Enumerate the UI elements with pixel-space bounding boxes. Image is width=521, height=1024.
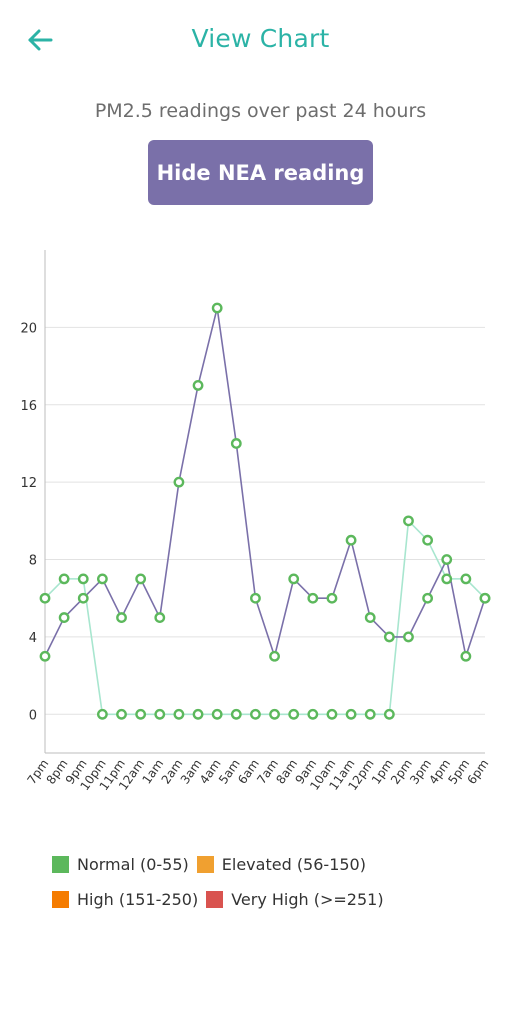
data-point	[192, 708, 204, 720]
data-point	[77, 592, 89, 604]
legend-label-high: High (151-250)	[77, 889, 199, 909]
data-point	[441, 554, 453, 565]
x-tick-label: 6pm	[465, 757, 492, 787]
data-point	[403, 515, 414, 527]
y-tick-label: 12	[20, 476, 37, 491]
data-point	[307, 708, 319, 720]
data-point	[364, 612, 376, 623]
data-point	[269, 708, 280, 720]
data-point	[58, 573, 70, 585]
marker-layer	[39, 302, 491, 720]
data-point	[403, 631, 414, 643]
grid-layer	[45, 326, 485, 715]
data-point	[116, 708, 127, 720]
data-point	[211, 302, 223, 314]
legend-label-elevated: Elevated (56-150)	[221, 854, 366, 874]
y-tick-label: 4	[29, 631, 37, 646]
legend-swatch-high	[52, 890, 69, 908]
data-point	[288, 708, 300, 720]
data-point	[250, 592, 261, 604]
hide-nea-reading-button[interactable]: Hide NEA reading	[148, 140, 373, 205]
data-point	[422, 534, 434, 546]
legend-item-high: High (151-250)	[52, 890, 198, 909]
y-tick-label: 16	[20, 399, 37, 414]
legend-row: High (151-250) Very High (>=251)	[52, 887, 512, 911]
data-point	[135, 573, 147, 585]
legend-label-very-high: Very High (>=251)	[231, 889, 384, 909]
arrow-left-icon	[28, 29, 53, 51]
data-point	[116, 612, 127, 623]
data-point	[460, 573, 472, 585]
data-point	[288, 573, 300, 585]
y-tick-label: 0	[29, 708, 37, 723]
data-point	[383, 631, 395, 643]
legend-swatch-normal	[52, 855, 69, 873]
data-point	[441, 573, 453, 585]
data-point	[345, 708, 357, 720]
legend-item-elevated: Elevated (56-150)	[196, 854, 366, 874]
data-point	[77, 573, 89, 585]
data-point	[211, 708, 223, 720]
data-point	[250, 708, 261, 720]
data-point	[230, 438, 242, 449]
series-line	[44, 520, 486, 716]
x-tick-labels: 7pm8pm9pm10pm11pm12am1am2am3am4am5am6am7…	[25, 757, 492, 793]
series-layer	[44, 307, 486, 716]
pm25-line-chart: 0 4 8 12 16 20 7pm8pm9pm10pm11pm12am1am2am3am…	[20, 250, 492, 793]
data-point	[39, 650, 51, 662]
y-tick-label: 20	[20, 321, 37, 336]
data-point	[269, 650, 280, 662]
data-point	[58, 612, 70, 623]
legend: Normal (0-55) Elevated (56-150) High (15…	[52, 852, 512, 922]
data-point	[345, 534, 357, 546]
data-point	[383, 708, 395, 720]
legend-label-normal: Normal (0-55)	[77, 854, 189, 874]
header: View Chart	[0, 0, 521, 82]
axis-layer	[44, 250, 485, 754]
data-point	[39, 592, 51, 604]
legend-item-very-high: Very High (>=251)	[206, 889, 384, 909]
data-point	[307, 592, 319, 604]
page-title: View Chart	[191, 24, 330, 53]
data-point	[154, 708, 166, 720]
data-point	[422, 592, 434, 604]
data-point	[154, 612, 166, 623]
back-button[interactable]	[22, 22, 58, 58]
data-point	[326, 708, 338, 720]
data-point	[479, 592, 491, 604]
data-point	[135, 708, 147, 720]
legend-row: Normal (0-55) Elevated (56-150)	[52, 852, 512, 876]
legend-item-normal: Normal (0-55)	[52, 855, 189, 874]
series-line	[44, 307, 486, 658]
y-tick-labels: 0 4 8 12 16 20	[20, 321, 37, 723]
data-point	[96, 708, 108, 720]
data-point	[192, 380, 204, 391]
data-point	[96, 573, 108, 585]
data-point	[460, 650, 472, 662]
legend-swatch-very-high	[206, 890, 224, 908]
legend-swatch-elevated	[196, 855, 214, 873]
data-point	[230, 708, 242, 720]
y-tick-label: 8	[29, 554, 37, 569]
data-point	[364, 708, 376, 720]
data-point	[173, 708, 185, 720]
data-point	[326, 592, 338, 604]
data-point	[173, 476, 185, 488]
chart-subtitle: PM2.5 readings over past 24 hours	[94, 100, 427, 122]
